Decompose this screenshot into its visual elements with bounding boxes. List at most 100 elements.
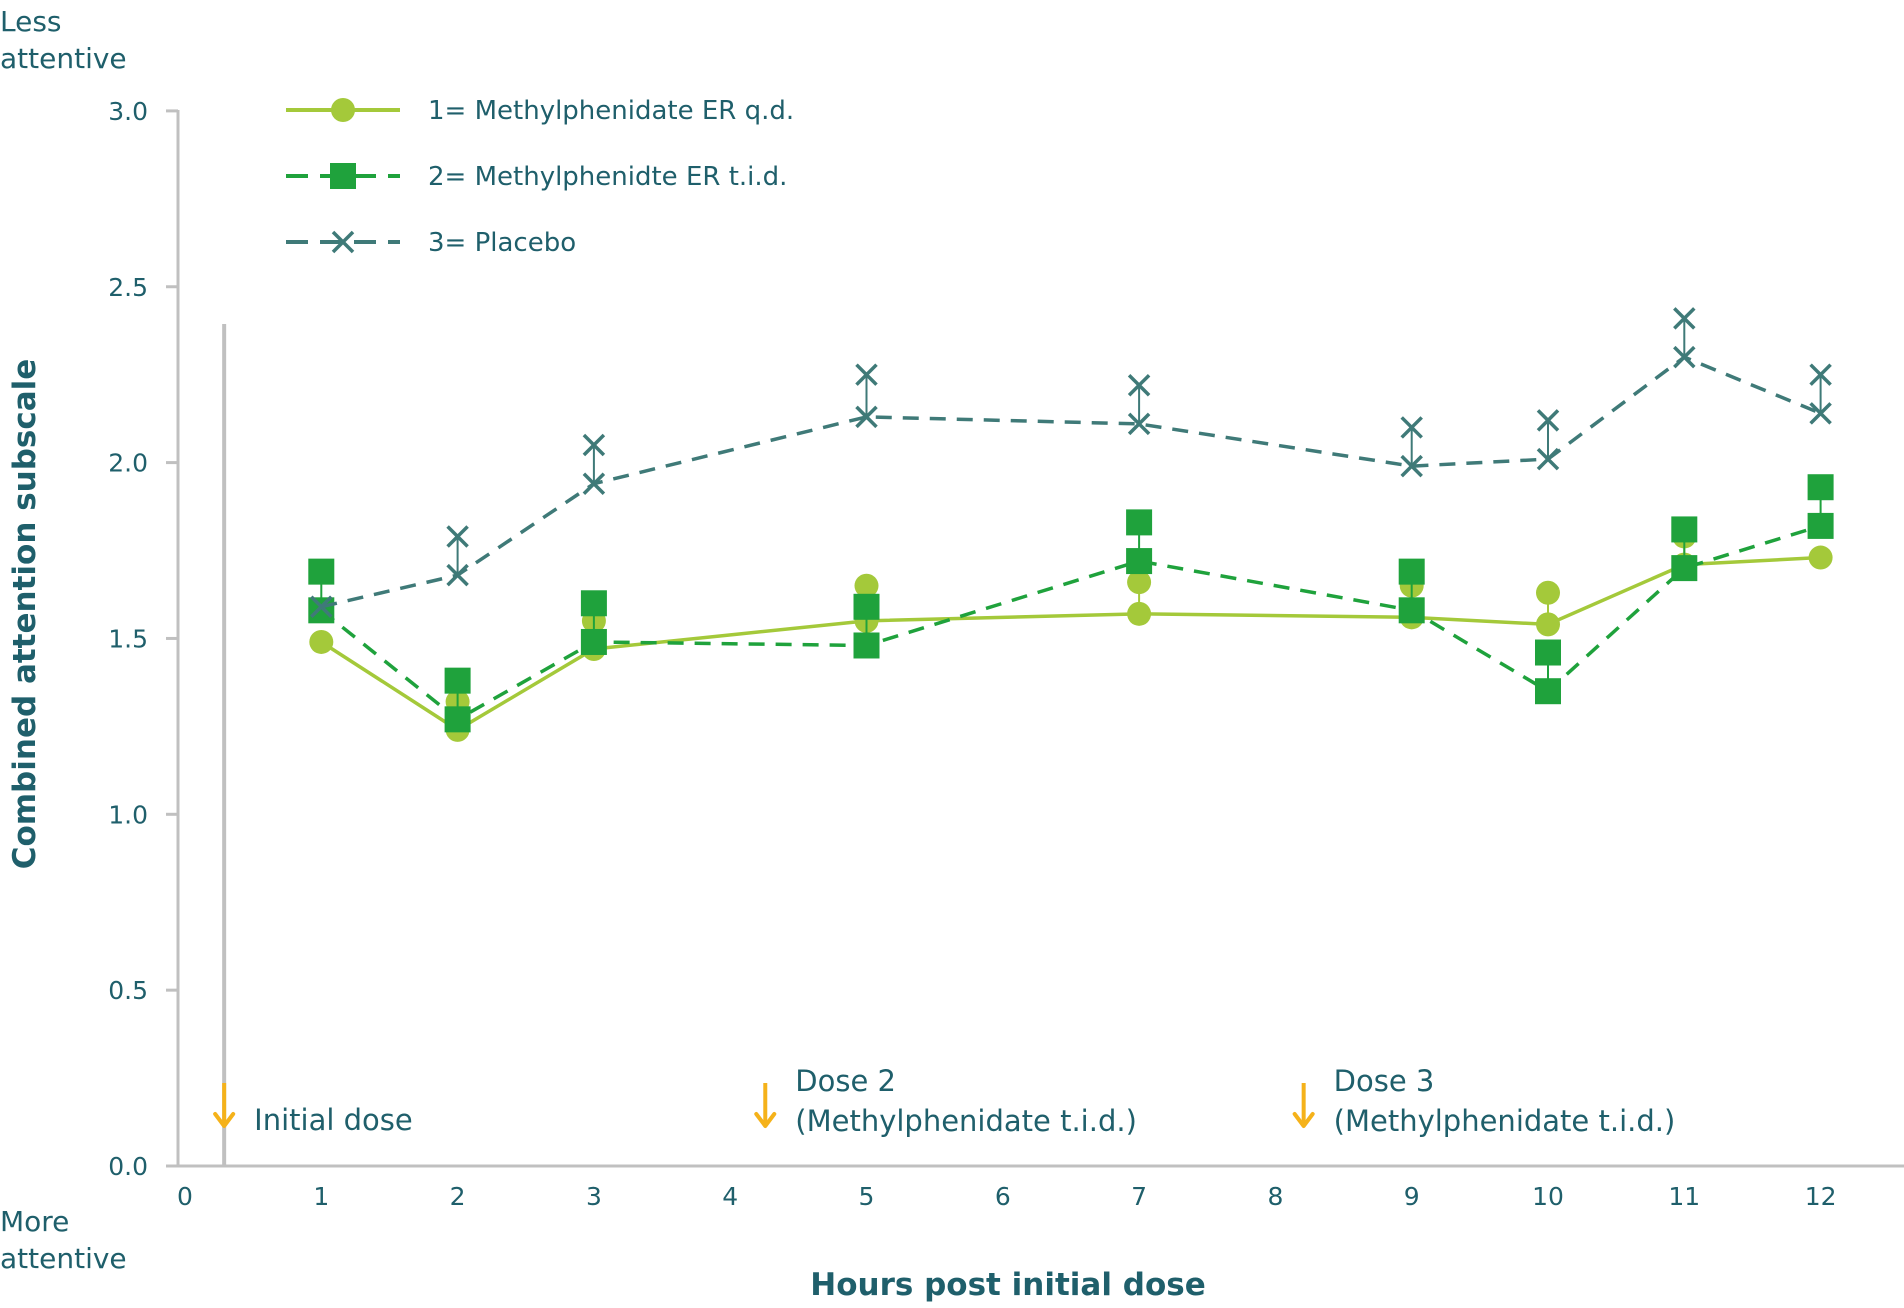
x-stroke xyxy=(1809,402,1832,425)
data-point xyxy=(1127,412,1151,436)
x-stroke xyxy=(331,230,355,254)
x-tick-label: 7 xyxy=(1131,1182,1147,1211)
error-cap-marker xyxy=(1536,580,1560,605)
legend-label: 2= Methylphenidte ER t.i.d. xyxy=(428,162,787,192)
data-point xyxy=(1808,545,1833,570)
x-tick-label: 1 xyxy=(313,1182,329,1211)
legend-entry: 1= Methylphenidate ER q.d. xyxy=(286,96,794,126)
error-cap-marker xyxy=(308,558,335,585)
series-2 xyxy=(308,474,1834,733)
y-tick-label: 2.5 xyxy=(108,273,148,302)
data-point xyxy=(1807,512,1834,539)
x-stroke xyxy=(1673,345,1696,369)
data-point xyxy=(582,472,606,495)
data-point xyxy=(853,632,880,659)
x-tick-label: 3 xyxy=(586,1182,602,1211)
data-point xyxy=(1809,402,1832,425)
error-cap-marker xyxy=(1127,570,1152,595)
x-stroke xyxy=(1536,447,1560,471)
x-tick-label: 5 xyxy=(859,1182,875,1211)
data-point xyxy=(1535,678,1561,705)
x-tick-label: 4 xyxy=(722,1182,738,1211)
x-stroke xyxy=(446,525,469,548)
axes: 0.00.51.01.52.02.53.00 1 2 3 4 5 6 7 8 9 10 11 12 xyxy=(108,97,1904,1211)
arrow-down-icon xyxy=(1292,1112,1315,1128)
series-1 xyxy=(309,524,1833,742)
x-tick-label: 9 xyxy=(1404,1182,1420,1211)
error-cap-marker xyxy=(1127,373,1151,397)
x-tick-label: 6 xyxy=(995,1182,1011,1211)
axis-labels: Less attentive More attentive Hours post ini… xyxy=(0,5,1206,1303)
y-axis-title: Combined attention subscale xyxy=(7,359,43,870)
x-stroke xyxy=(1809,363,1832,386)
dose-label: (Methylphenidate t.i.d.) xyxy=(795,1104,1137,1138)
data-point xyxy=(1536,447,1560,471)
legend-label: 3= Placebo xyxy=(428,228,576,258)
data-point xyxy=(444,706,471,733)
x-stroke xyxy=(1400,454,1423,478)
error-cap-marker xyxy=(853,593,880,620)
x-tick-label: 11 xyxy=(1668,1182,1700,1211)
y-bottom-label: More xyxy=(0,1205,69,1238)
data-point xyxy=(1671,555,1698,582)
series-group xyxy=(308,307,1834,742)
data-point xyxy=(446,563,469,587)
data-point xyxy=(1400,454,1423,478)
y-bottom-label: attentive xyxy=(0,1242,127,1275)
y-tick-label: 1.5 xyxy=(108,624,148,653)
x-axis-title: Hours post initial dose xyxy=(810,1267,1205,1303)
data-point xyxy=(1126,548,1153,575)
y-tick-label: 1.0 xyxy=(108,800,148,829)
data-point xyxy=(580,628,607,655)
legend-marker xyxy=(331,98,355,122)
x-tick-label: 2 xyxy=(450,1182,466,1211)
error-cap-marker xyxy=(1535,639,1561,666)
arrow-down-icon xyxy=(754,1112,777,1128)
x-tick-label: 10 xyxy=(1532,1182,1564,1211)
x-stroke xyxy=(855,363,878,386)
x-stroke xyxy=(310,595,333,619)
error-cap-marker xyxy=(1398,558,1425,585)
dose-annotations: Initial dose Dose 2 (Methylphenidate t.i.d… xyxy=(213,324,1676,1166)
y-tick-label: 3.0 xyxy=(108,97,148,126)
dose-label: (Methylphenidate t.i.d.) xyxy=(1334,1104,1676,1138)
legend-marker xyxy=(330,163,356,189)
x-stroke xyxy=(582,433,606,457)
y-top-label: attentive xyxy=(0,42,127,75)
legend-entry: 3= Placebo xyxy=(286,228,576,258)
y-tick-label: 0.5 xyxy=(108,976,148,1005)
x-stroke xyxy=(1127,412,1151,436)
dose-label: Dose 3 xyxy=(1334,1064,1435,1098)
data-point xyxy=(308,597,335,624)
x-stroke xyxy=(1673,307,1696,330)
x-stroke xyxy=(855,405,878,429)
y-top-label: Less xyxy=(0,5,62,38)
error-cap-marker xyxy=(1807,474,1834,501)
x-stroke xyxy=(1400,416,1423,439)
x-tick-label: 8 xyxy=(1267,1182,1283,1211)
legend: 1= Methylphenidate ER q.d. 2= Methylpheni… xyxy=(286,96,794,258)
error-cap-marker xyxy=(444,667,471,694)
y-tick-label: 2.0 xyxy=(108,449,148,478)
series-3 xyxy=(310,307,1832,619)
error-cap-marker xyxy=(580,590,607,617)
error-cap-marker xyxy=(1536,409,1560,432)
data-point xyxy=(1398,597,1425,624)
error-cap-marker xyxy=(1809,363,1832,386)
x-stroke xyxy=(1127,373,1151,397)
error-cap-marker xyxy=(582,433,606,457)
y-tick-label: 0.0 xyxy=(108,1152,148,1181)
error-cap-marker xyxy=(1671,516,1698,543)
x-tick-label: 12 xyxy=(1805,1182,1837,1211)
data-point xyxy=(855,405,878,429)
error-cap-marker xyxy=(854,573,879,598)
data-point xyxy=(1673,345,1696,369)
dose-annotation: Initial dose xyxy=(213,1083,413,1137)
dose-label: Initial dose xyxy=(254,1103,413,1137)
x-stroke xyxy=(582,472,606,495)
error-cap-marker xyxy=(855,363,878,386)
arrow-down-icon xyxy=(213,1112,236,1128)
dose-label: Dose 2 xyxy=(795,1064,896,1098)
error-cap-marker xyxy=(1400,416,1423,439)
